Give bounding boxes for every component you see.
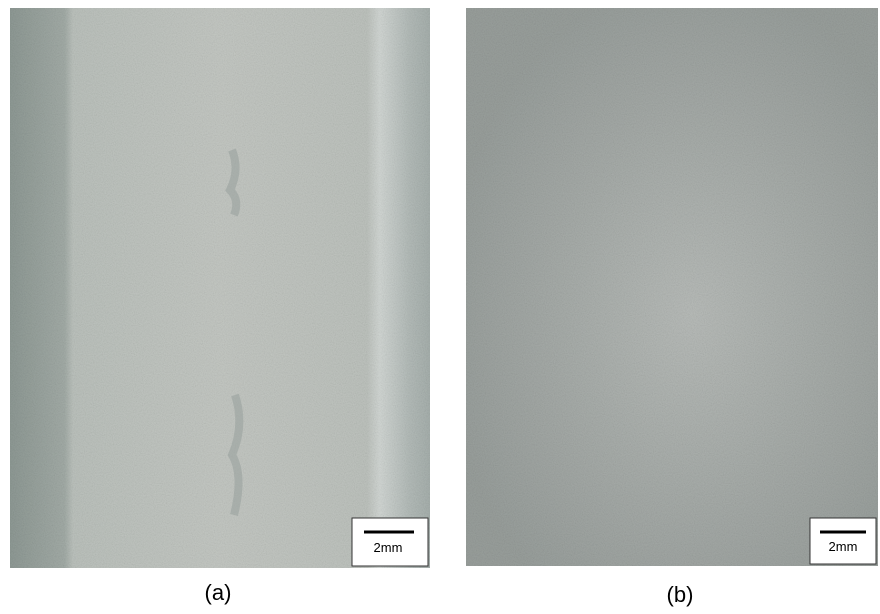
page: {"panels": [ {"label": "(a)", "scale_bar…	[0, 0, 880, 614]
scale-label: 2mm	[829, 539, 858, 554]
micrograph-a	[10, 8, 430, 568]
scale-label: 2mm	[374, 540, 403, 555]
panel-label: (b)	[667, 582, 694, 607]
panel-a: 2mm (a)	[10, 8, 430, 605]
micrograph-b	[466, 8, 878, 566]
figure: 2mm (a) 2mm (b)	[0, 0, 880, 614]
panel-b: 2mm (b)	[466, 8, 878, 607]
panel-label: (a)	[205, 580, 232, 605]
